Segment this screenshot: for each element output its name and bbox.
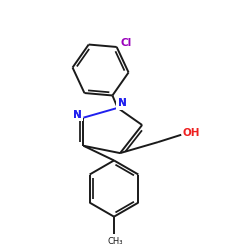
Text: N: N: [73, 110, 82, 120]
Text: Cl: Cl: [120, 38, 132, 48]
Text: N: N: [73, 110, 82, 120]
Text: N: N: [118, 98, 126, 108]
Text: CH₃: CH₃: [108, 236, 123, 246]
Text: OH: OH: [182, 128, 200, 138]
Text: N: N: [118, 98, 126, 108]
Text: N: N: [118, 98, 126, 108]
Text: N: N: [73, 110, 82, 120]
